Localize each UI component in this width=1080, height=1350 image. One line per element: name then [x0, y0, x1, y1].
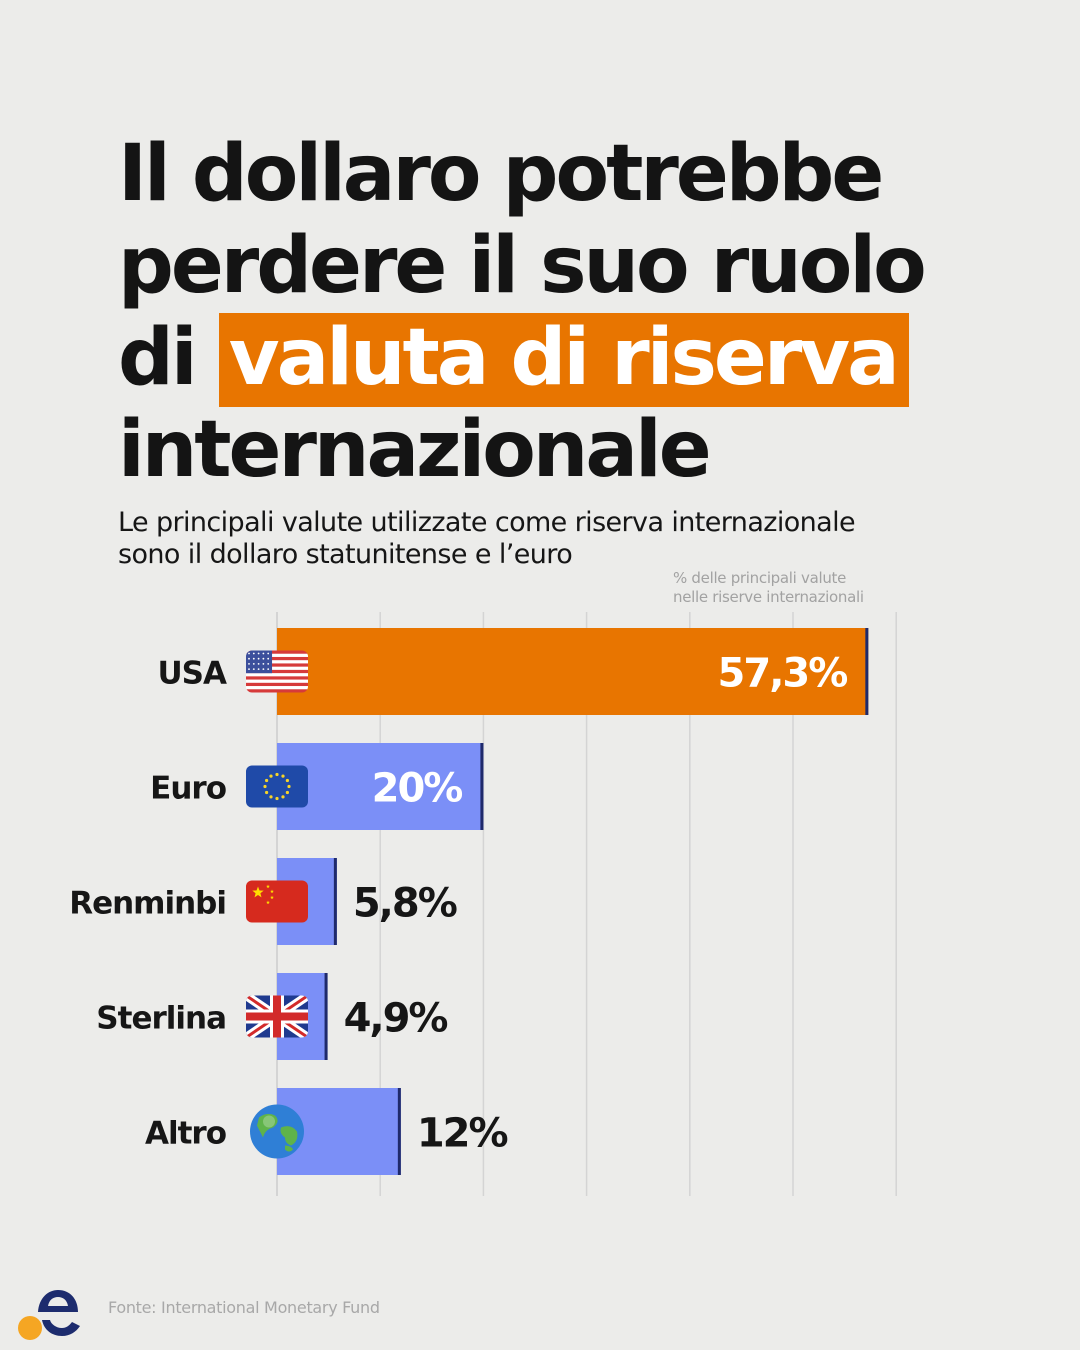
headline-line-1: Il dollaro potrebbe — [118, 129, 884, 219]
bar-edge — [865, 628, 869, 715]
category-label: USA — [158, 656, 227, 692]
headline-line-3: di valuta di riserva — [118, 312, 1018, 407]
logo-dot — [18, 1316, 42, 1340]
headline-line-2: perdere il suo ruolo — [118, 221, 927, 311]
bar-edge — [397, 1088, 401, 1175]
category-label: Renminbi — [69, 886, 226, 922]
source-note: Fonte: International Monetary Fund — [108, 1298, 380, 1317]
eu-flag-icon — [246, 765, 308, 808]
logo-letter-e — [38, 1290, 80, 1336]
headline-line-4: internazionale — [118, 405, 712, 495]
bar — [277, 628, 869, 715]
unit-note: % delle principali valute nelle riserve … — [673, 569, 933, 607]
headline: Il dollaro potrebbe perdere il suo ruolo… — [118, 128, 1018, 496]
bar-edge — [324, 973, 328, 1060]
uk-flag-icon — [246, 995, 308, 1038]
bar-edge — [480, 743, 484, 830]
china-flag-icon — [246, 880, 308, 923]
brand-logo — [18, 1290, 80, 1340]
subtitle-line-1: Le principali valute utilizzate come ris… — [118, 507, 856, 538]
subtitle-line-2: sono il dollaro statunitense e l’euro — [118, 539, 573, 570]
unit-note-line-2: nelle riserve internazionali — [673, 588, 864, 606]
value-label: 12% — [417, 1111, 508, 1157]
value-label: 57,3% — [718, 651, 848, 697]
value-label: 5,8% — [353, 881, 457, 927]
category-label: Euro — [150, 771, 226, 807]
unit-note-line-1: % delle principali valute — [673, 569, 847, 587]
globe-icon — [250, 1104, 304, 1159]
bar-edge — [333, 858, 337, 945]
category-label: Altro — [145, 1116, 226, 1152]
category-label: Sterlina — [96, 1001, 226, 1037]
us-flag-icon — [246, 650, 308, 693]
subtitle: Le principali valute utilizzate come ris… — [118, 507, 1018, 571]
bar — [277, 743, 484, 830]
value-label: 4,9% — [344, 996, 448, 1042]
value-label: 20% — [372, 766, 463, 812]
headline-highlight: valuta di riserva — [218, 313, 909, 407]
headline-line-3-prefix: di — [118, 313, 198, 403]
